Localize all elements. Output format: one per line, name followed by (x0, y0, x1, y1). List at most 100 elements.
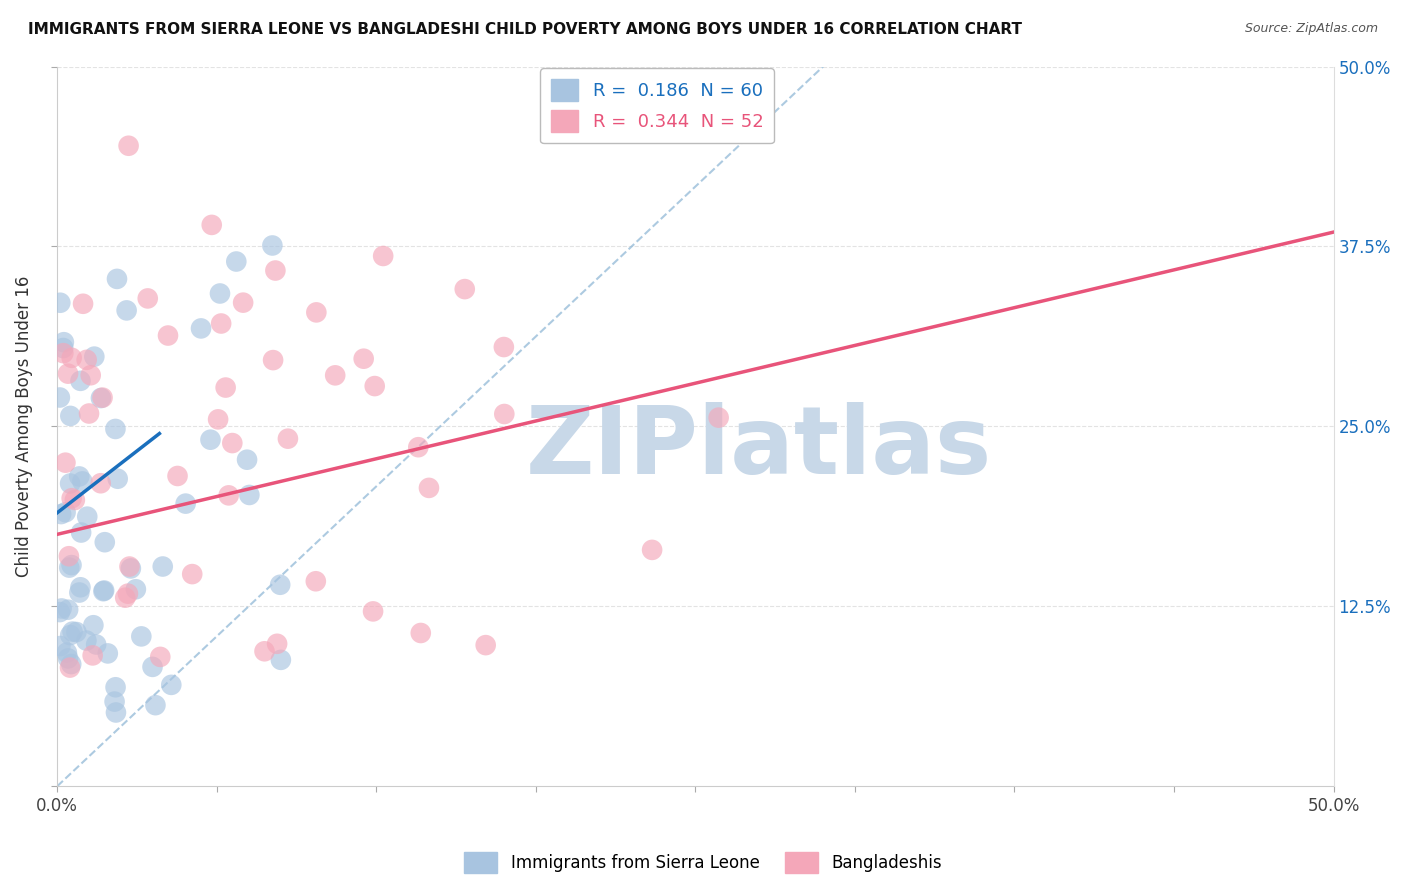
Point (75, 633, 97, 648)
Point (373, 249, 395, 263)
Point (93, 583, 115, 598)
Point (60, 657, 83, 671)
Y-axis label: Child Poverty Among Boys Under 16: Child Poverty Among Boys Under 16 (15, 276, 32, 577)
Point (174, 497, 197, 511)
Point (201, 218, 224, 232)
Point (60, 491, 83, 506)
Point (270, 653, 292, 667)
Point (262, 238, 284, 252)
Point (454, 282, 477, 296)
Point (55, 505, 77, 519)
Point (80, 368, 103, 383)
Point (70, 525, 93, 540)
Point (58, 549, 80, 564)
Point (77, 407, 100, 421)
Point (49, 507, 72, 521)
Point (69, 374, 91, 388)
Point (190, 321, 212, 335)
Point (52, 341, 75, 355)
Point (238, 488, 260, 502)
Point (67, 585, 90, 599)
Point (125, 582, 148, 597)
Point (72, 297, 94, 311)
Point (59, 628, 82, 642)
Point (49, 605, 72, 619)
Point (52, 346, 75, 360)
Point (83, 350, 105, 364)
Point (60, 351, 83, 365)
Point (232, 295, 254, 310)
Point (104, 422, 127, 436)
Point (131, 629, 153, 643)
Point (94, 535, 117, 549)
Point (641, 542, 664, 557)
Point (361, 604, 384, 618)
Point (97, 647, 120, 661)
Point (269, 578, 291, 592)
Point (114, 591, 136, 605)
Point (209, 317, 232, 331)
Point (107, 472, 129, 486)
Point (149, 649, 172, 664)
Point (49, 391, 72, 405)
Point (323, 368, 346, 383)
Point (305, 574, 328, 589)
Point (52, 335, 75, 350)
Point (160, 678, 183, 692)
Point (49, 639, 72, 653)
Point (82, 618, 104, 632)
Point (62, 624, 84, 639)
Text: IMMIGRANTS FROM SIERRA LEONE VS BANGLADESHI CHILD POVERTY AMONG BOYS UNDER 16 CO: IMMIGRANTS FROM SIERRA LEONE VS BANGLADE… (28, 22, 1022, 37)
Point (277, 432, 299, 446)
Point (104, 706, 127, 720)
Point (353, 351, 375, 366)
Point (266, 637, 288, 651)
Point (492, 340, 515, 354)
Text: ZIPlatlas: ZIPlatlas (526, 402, 993, 494)
Point (207, 412, 229, 426)
Point (474, 638, 496, 652)
Point (84, 638, 107, 652)
Point (494, 407, 516, 421)
Point (156, 328, 179, 343)
Point (181, 567, 204, 582)
Point (55, 456, 77, 470)
Point (58, 560, 80, 574)
Point (90, 391, 112, 405)
Point (152, 559, 174, 574)
Point (236, 452, 259, 467)
Point (59, 409, 82, 423)
Point (117, 138, 139, 153)
Point (90, 476, 112, 491)
Point (60, 558, 83, 572)
Point (707, 410, 730, 425)
Point (305, 305, 328, 319)
Point (104, 680, 127, 694)
Point (93, 584, 115, 599)
Point (218, 488, 240, 502)
Point (82, 648, 104, 663)
Point (214, 380, 236, 394)
Point (56, 603, 79, 617)
Point (418, 481, 440, 495)
Point (208, 286, 231, 301)
Point (225, 254, 247, 268)
Point (72, 475, 94, 489)
Point (141, 660, 163, 674)
Point (253, 644, 276, 658)
Legend: Immigrants from Sierra Leone, Bangladeshis: Immigrants from Sierra Leone, Bangladesh… (457, 846, 949, 880)
Point (56, 367, 79, 381)
Point (63, 493, 86, 508)
Point (221, 436, 243, 450)
Point (59, 476, 82, 491)
Point (51, 601, 73, 615)
Point (103, 695, 125, 709)
Point (118, 559, 141, 574)
Point (49, 295, 72, 310)
Point (59, 660, 82, 674)
Point (56, 651, 79, 665)
Point (166, 469, 188, 483)
Point (65, 625, 87, 640)
Point (115, 303, 138, 318)
Point (120, 561, 142, 575)
